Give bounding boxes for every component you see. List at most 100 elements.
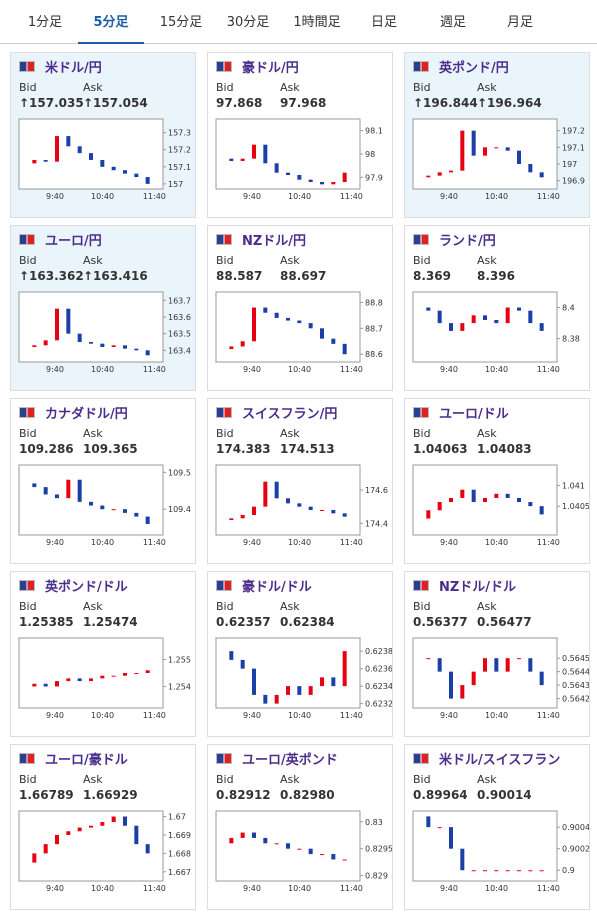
x-tick-label: 9:40 bbox=[440, 192, 458, 201]
tab[interactable]: 1分足 bbox=[27, 15, 63, 30]
mini-chart: 0.83 0.8295 0.829 9:40 10:40 11:40 bbox=[215, 810, 392, 893]
y-tick-label: 109.4 bbox=[168, 505, 191, 514]
x-tick-label: 10:40 bbox=[91, 538, 114, 547]
candle bbox=[77, 333, 82, 342]
tab[interactable]: 月足 bbox=[506, 15, 533, 30]
currency-card[interactable]: 豪ドル/円 Bid Ask 97.868 97.968 98.1 98 97.9 9:40 10:… bbox=[207, 52, 393, 218]
candle bbox=[331, 677, 336, 687]
tab[interactable]: 5分足 bbox=[78, 0, 144, 44]
tab[interactable]: 日足 bbox=[370, 15, 397, 30]
ask-value: 1.25474 bbox=[83, 615, 138, 629]
x-tick-label: 11:40 bbox=[340, 192, 363, 201]
mini-chart: 1.041 1.0405 9:40 10:40 11:40 bbox=[412, 464, 589, 547]
candle bbox=[100, 343, 105, 347]
ask-value: 8.396 bbox=[477, 269, 515, 283]
pair-title[interactable]: スイスフラン/円 bbox=[242, 407, 338, 422]
candle bbox=[426, 658, 431, 660]
tab[interactable]: 15分足 bbox=[159, 15, 203, 30]
flag-icon bbox=[19, 753, 35, 764]
currency-card[interactable]: ユーロ/豪ドル Bid Ask 1.66789 1.66929 1.67 1.669 1.66… bbox=[10, 744, 196, 910]
ask-value: 0.62384 bbox=[280, 615, 335, 629]
candle bbox=[240, 515, 245, 519]
candle bbox=[66, 308, 71, 334]
candle bbox=[483, 658, 487, 672]
x-tick-label: 10:40 bbox=[485, 538, 508, 547]
x-tick-label: 10:40 bbox=[485, 192, 508, 201]
currency-card[interactable]: 豪ドル/ドル Bid Ask 0.62357 0.62384 0.6238 0.6236 0.… bbox=[207, 571, 393, 737]
candle bbox=[308, 323, 313, 329]
pair-title[interactable]: ユーロ/円 bbox=[45, 234, 102, 249]
bid-value: 0.62357 bbox=[216, 615, 271, 629]
tab[interactable]: 1時間足 bbox=[293, 15, 341, 30]
currency-card[interactable]: 英ポンド/ドル Bid Ask 1.25385 1.25474 1.255 1.254 9:4… bbox=[10, 571, 196, 737]
pair-title[interactable]: NZドル/ドル bbox=[439, 580, 517, 595]
x-tick-label: 9:40 bbox=[46, 884, 64, 893]
pair-title[interactable]: 英ポンド/ドル bbox=[45, 580, 128, 595]
candle bbox=[449, 671, 453, 699]
currency-card[interactable]: 米ドル/スイスフラン Bid Ask 0.89964 0.90014 0.9004 0.90… bbox=[404, 744, 590, 910]
pair-title[interactable]: ユーロ/豪ドル bbox=[45, 753, 128, 768]
candle bbox=[240, 832, 245, 838]
candle bbox=[100, 159, 105, 167]
currency-card[interactable]: 米ドル/円 Bid Ask ↑157.035 ↑157.054 157.3 157.2 157… bbox=[10, 52, 196, 218]
candle bbox=[528, 310, 533, 324]
x-tick-label: 11:40 bbox=[537, 711, 560, 720]
candle bbox=[342, 513, 347, 517]
candle bbox=[77, 146, 82, 154]
x-tick-label: 10:40 bbox=[288, 884, 311, 893]
currency-card[interactable]: NZドル/円 Bid Ask 88.587 88.697 88.8 88.7 88.6 9:40… bbox=[207, 225, 393, 391]
pair-title[interactable]: 豪ドル/ドル bbox=[242, 580, 312, 595]
currency-card[interactable]: 英ポンド/円 Bid Ask ↑196.844 ↑196.964 197.2 197.1 19… bbox=[404, 52, 590, 218]
flag-icon bbox=[19, 580, 35, 591]
candle bbox=[460, 685, 465, 699]
candle bbox=[229, 837, 234, 844]
x-tick-label: 11:40 bbox=[143, 711, 166, 720]
currency-card[interactable]: カナダドル/円 Bid Ask 109.286 109.365 109.5 109.4 9:4… bbox=[10, 398, 196, 564]
ask-label: Ask bbox=[83, 427, 103, 440]
bid-label: Bid bbox=[19, 427, 37, 440]
pair-title[interactable]: ユーロ/英ポンド bbox=[242, 753, 338, 768]
candle bbox=[331, 338, 336, 344]
x-tick-label: 11:40 bbox=[340, 365, 363, 374]
candle bbox=[66, 831, 71, 835]
y-tick-label: 109.5 bbox=[168, 468, 191, 477]
pair-title[interactable]: ランド/円 bbox=[439, 234, 496, 249]
tab[interactable]: 30分足 bbox=[226, 15, 270, 30]
pair-title[interactable]: NZドル/円 bbox=[242, 234, 307, 249]
candle bbox=[66, 479, 71, 499]
x-tick-label: 9:40 bbox=[46, 365, 64, 374]
candle bbox=[286, 686, 290, 695]
pair-title[interactable]: 米ドル/円 bbox=[45, 61, 102, 76]
currency-card[interactable]: NZドル/ドル Bid Ask 0.56377 0.56477 0.5645 0.5644 0… bbox=[404, 571, 590, 737]
candle bbox=[66, 678, 71, 682]
candle bbox=[43, 844, 48, 854]
pair-title[interactable]: 英ポンド/円 bbox=[439, 61, 509, 76]
candle bbox=[123, 509, 127, 513]
currency-card[interactable]: スイスフラン/円 Bid Ask 174.383 174.513 174.6 174.4 9:… bbox=[207, 398, 393, 564]
mini-chart: 157.3 157.2 157.1 157 9:40 10:40 11:40 bbox=[18, 118, 191, 201]
chart-frame bbox=[18, 291, 164, 363]
candle bbox=[320, 854, 324, 856]
currency-card[interactable]: ランド/円 Bid Ask 8.369 8.396 8.4 8.38 9:40 10:40 11:… bbox=[404, 225, 590, 391]
pair-title[interactable]: 豪ドル/円 bbox=[242, 61, 299, 76]
candle bbox=[111, 816, 116, 823]
pair-title[interactable]: ユーロ/ドル bbox=[439, 407, 509, 422]
candle bbox=[517, 150, 521, 164]
tab[interactable]: 週足 bbox=[439, 15, 466, 30]
ask-label: Ask bbox=[83, 773, 103, 786]
x-tick-label: 10:40 bbox=[288, 192, 311, 201]
pair-title[interactable]: カナダドル/円 bbox=[45, 407, 128, 422]
candle bbox=[55, 308, 59, 341]
candle bbox=[32, 345, 37, 347]
candle bbox=[460, 130, 465, 171]
currency-card[interactable]: ユーロ/円 Bid Ask ↑163.362 ↑163.416 163.7 163.6 163… bbox=[10, 225, 196, 391]
candle bbox=[32, 853, 37, 863]
candle bbox=[320, 510, 324, 511]
ask-label: Ask bbox=[83, 600, 103, 613]
mini-chart: 174.6 174.4 9:40 10:40 11:40 bbox=[215, 464, 388, 547]
candle bbox=[460, 848, 465, 871]
pair-title[interactable]: 米ドル/スイスフラン bbox=[439, 753, 561, 768]
currency-card[interactable]: ユーロ/ドル Bid Ask 1.04063 1.04083 1.041 1.0405 9:4… bbox=[404, 398, 590, 564]
candle bbox=[111, 675, 116, 677]
currency-card[interactable]: ユーロ/英ポンド Bid Ask 0.82912 0.82980 0.83 0.8295 0.… bbox=[207, 744, 393, 910]
